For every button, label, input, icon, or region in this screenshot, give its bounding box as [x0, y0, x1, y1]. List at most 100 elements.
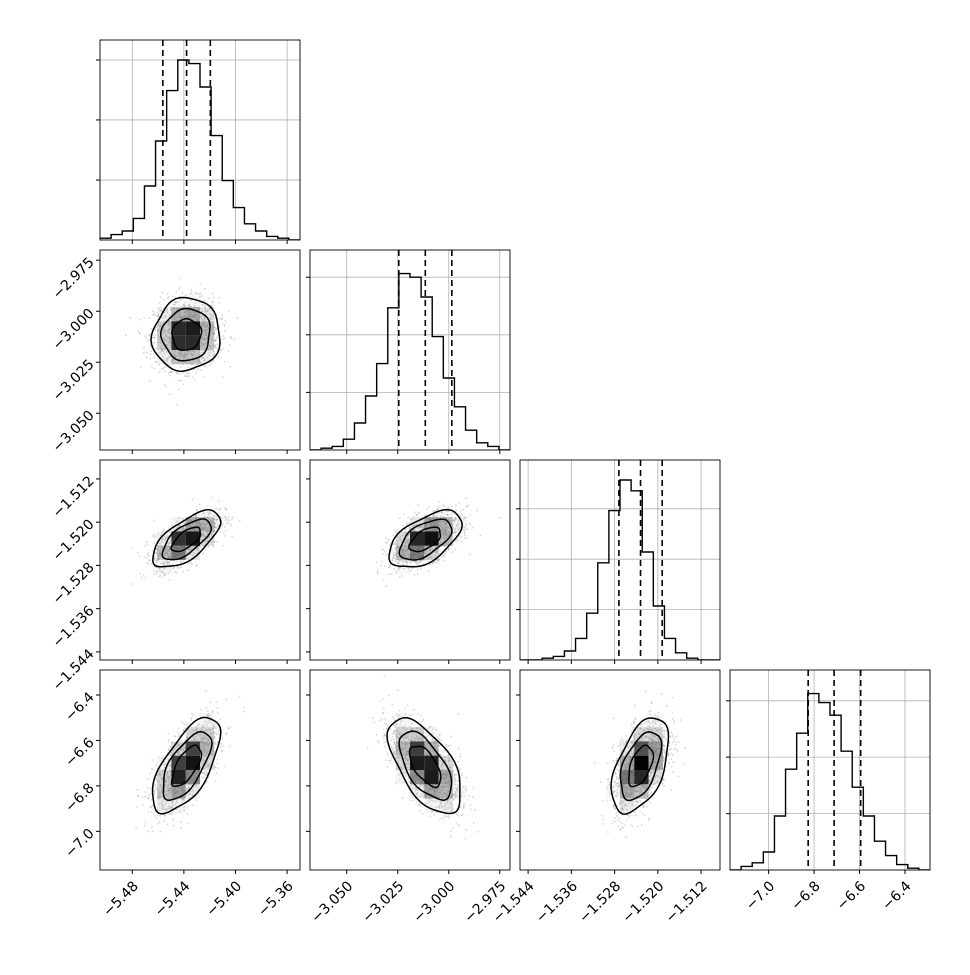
sample-point-649 [146, 557, 148, 559]
sample-point-1268 [466, 505, 468, 507]
sample-point-120 [231, 525, 233, 527]
sample-point-455 [230, 523, 232, 525]
sample-point-55 [216, 772, 218, 774]
sample-point-968 [188, 366, 190, 368]
sample-point-1373 [162, 292, 164, 294]
sample-point-1336 [139, 573, 141, 575]
sample-point-1384 [191, 563, 193, 565]
sample-point-923 [194, 379, 196, 381]
sample-point-79 [144, 577, 146, 579]
sample-point-1195 [168, 296, 170, 298]
sample-point-1086 [228, 350, 230, 352]
sample-point-308 [393, 568, 395, 570]
sample-point-611 [389, 565, 391, 567]
sample-point-81 [204, 774, 206, 776]
sample-point-377 [159, 575, 161, 577]
sample-point-1381 [448, 549, 450, 551]
sample-point-676 [464, 535, 466, 537]
sample-point-465 [140, 319, 142, 321]
sample-point-1 [394, 548, 396, 550]
sample-point-307 [396, 529, 398, 531]
sample-point-98 [167, 297, 169, 299]
sample-point-203 [151, 799, 153, 801]
sample-point-1198 [182, 561, 184, 563]
sample-point-1389 [174, 571, 176, 573]
sample-point-232 [469, 524, 471, 526]
sample-point-1077 [125, 334, 127, 336]
sample-point-763 [469, 514, 471, 516]
sample-point-248 [159, 815, 161, 817]
sample-point-1267 [203, 376, 205, 378]
sample-point-1227 [185, 375, 187, 377]
sample-point-194 [152, 759, 154, 761]
sample-point-527 [152, 830, 154, 832]
sample-point-132 [212, 515, 214, 517]
sample-point-312 [215, 728, 217, 730]
sample-point-1061 [163, 299, 165, 301]
sample-point-370 [164, 816, 166, 818]
sample-point-222 [146, 541, 148, 543]
sample-point-193 [439, 550, 441, 552]
sample-point-403 [215, 701, 217, 703]
sample-point-798 [239, 520, 241, 522]
sample-point-404 [131, 547, 133, 549]
sample-point-1250 [198, 514, 200, 516]
sample-point-25 [180, 299, 182, 301]
sample-point-613 [428, 506, 430, 508]
sample-point-373 [183, 722, 185, 724]
sample-point-1262 [204, 304, 206, 306]
sample-point-301 [142, 804, 144, 806]
sample-point-822 [450, 513, 452, 515]
hist-panel-1 [306, 250, 510, 454]
sample-point-829 [178, 373, 180, 375]
sample-point-263 [465, 497, 467, 499]
sample-point-1281 [212, 293, 214, 295]
density-cell-6-5 [186, 321, 200, 335]
sample-point-108 [203, 776, 205, 778]
sample-point-839 [151, 328, 153, 330]
sample-point-922 [212, 297, 214, 299]
sample-point-951 [161, 368, 163, 370]
sample-point-928 [220, 348, 222, 350]
sample-point-1147 [384, 565, 386, 567]
sample-point-505 [212, 710, 214, 712]
sample-point-1281 [195, 565, 197, 567]
sample-point-560 [152, 550, 154, 552]
sample-point-514 [149, 806, 151, 808]
sample-point-1341 [224, 516, 226, 518]
sample-point-1080 [194, 369, 196, 371]
sample-point-488 [155, 348, 157, 350]
sample-point-1032 [463, 532, 465, 534]
sample-point-1176 [225, 508, 227, 510]
sample-point-80 [212, 546, 214, 548]
sample-point-399 [178, 301, 180, 303]
sample-point-950 [455, 504, 457, 506]
sample-point-1183 [218, 356, 220, 358]
sample-point-1129 [182, 292, 184, 294]
sample-point-571 [218, 297, 220, 299]
sample-point-1025 [177, 380, 179, 382]
sample-point-1224 [147, 554, 149, 556]
sample-point-1046 [187, 569, 189, 571]
sample-point-402 [150, 787, 152, 789]
sample-point-1148 [147, 340, 149, 342]
sample-point-1165 [189, 372, 191, 374]
sample-point-866 [464, 538, 466, 540]
sample-point-471 [221, 517, 223, 519]
sample-point-602 [138, 796, 140, 798]
sample-point-603 [191, 717, 193, 719]
sample-point-367 [179, 277, 181, 279]
sample-point-872 [152, 310, 154, 312]
sample-point-1090 [179, 560, 181, 562]
sample-point-1172 [452, 551, 454, 553]
sample-point-1184 [153, 357, 155, 359]
sample-point-589 [430, 564, 432, 566]
sample-point-576 [406, 524, 408, 526]
sample-point-969 [443, 545, 445, 547]
sample-point-379 [169, 747, 171, 749]
sample-point-714 [155, 361, 157, 363]
sample-point-1002 [178, 389, 180, 391]
sample-point-431 [230, 726, 232, 728]
sample-point-706 [224, 330, 226, 332]
hist-panel-0 [96, 40, 300, 244]
